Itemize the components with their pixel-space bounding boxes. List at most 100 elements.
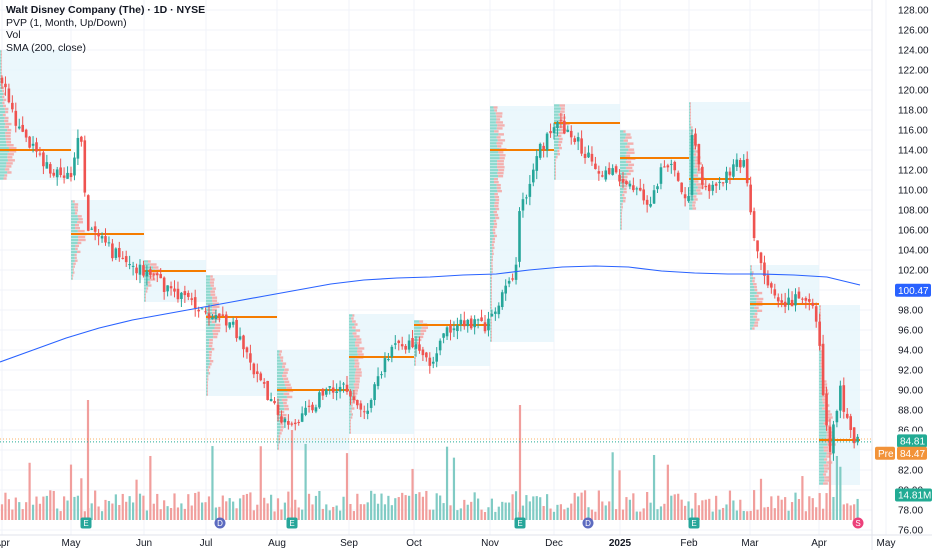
vp-bar-down	[692, 138, 695, 141]
candle-body	[697, 144, 701, 165]
volume-bar	[632, 493, 635, 520]
vp-bar-up	[750, 294, 755, 298]
vp-bar-down	[623, 196, 626, 200]
volume-bar	[421, 496, 424, 520]
vp-bar-down	[4, 119, 9, 123]
volume-bar	[42, 496, 45, 520]
vp-bar-down	[0, 53, 3, 56]
earnings-icon[interactable]	[286, 517, 298, 529]
candle-body	[569, 130, 573, 138]
vp-bar-up	[490, 175, 499, 178]
vp-bar-down	[357, 350, 363, 353]
candle-body	[676, 172, 680, 181]
candle-body	[345, 384, 349, 392]
vp-bar-down	[77, 241, 82, 245]
vp-bar-up	[206, 366, 209, 369]
volume-bar	[842, 504, 845, 520]
candle-body	[849, 416, 852, 430]
earnings-icon[interactable]	[80, 517, 92, 529]
vp-bar-up	[0, 144, 7, 147]
vp-bar-up	[819, 374, 822, 377]
candle-body	[618, 174, 621, 182]
dividend-icon[interactable]	[582, 517, 594, 529]
vp-bar-down	[689, 108, 691, 111]
indicator-pvp[interactable]: PVP (1, Month, Up/Down)	[6, 16, 127, 29]
vp-bar-down	[559, 119, 564, 122]
dividend-icon[interactable]	[214, 517, 226, 529]
candle-body	[594, 163, 597, 170]
sma-price-tag-bg	[895, 283, 931, 297]
y-tick-label: 94.00	[898, 346, 923, 357]
vp-bar-up	[750, 315, 754, 318]
vp-bar-down	[823, 449, 828, 452]
vp-bar-up	[277, 444, 279, 447]
volume-bar	[753, 490, 756, 520]
vp-bar-down	[74, 212, 78, 215]
vp-bar-down	[1, 59, 2, 62]
vp-bar-up	[490, 115, 497, 118]
candle-body	[28, 136, 31, 148]
vp-bar-up	[206, 302, 213, 305]
volume-bar	[815, 507, 818, 520]
vp-bar-down	[415, 360, 416, 363]
volume-bar	[197, 491, 200, 520]
vp-bar-down	[210, 275, 213, 278]
volume-bar	[242, 494, 245, 520]
vp-bar-down	[494, 222, 498, 226]
vp-bar-up	[819, 473, 823, 476]
candle-body	[649, 204, 652, 207]
vp-bar-up	[819, 380, 824, 383]
vp-bar-up	[819, 413, 827, 416]
vp-bar-up	[206, 363, 210, 366]
volume-bar	[270, 494, 273, 520]
indicator-vol[interactable]: Vol	[6, 29, 21, 41]
vp-bar-down	[824, 479, 830, 482]
vp-bar-up	[819, 479, 825, 482]
vp-bar-down	[621, 209, 623, 212]
candle-body	[549, 131, 552, 134]
vp-bar-down	[351, 317, 354, 320]
indicator-sma[interactable]: SMA (200, close)	[6, 41, 86, 54]
candle-body	[604, 170, 608, 180]
vp-bar-down	[74, 209, 78, 212]
vp-bar-up	[0, 77, 2, 80]
vp-bar-down	[621, 227, 622, 230]
candle-body	[473, 319, 476, 328]
vp-bar-up	[277, 435, 279, 438]
candle-body	[276, 404, 280, 415]
vp-bar-down	[145, 299, 146, 302]
vp-bar-up	[689, 201, 693, 204]
symbol-title[interactable]: Walt Disney Company (The) · 1D · NYSE	[6, 4, 206, 16]
vp-bar-down	[207, 387, 208, 390]
vp-bar-up	[0, 89, 3, 93]
candle-body	[352, 396, 356, 401]
vp-bar-down	[4, 174, 8, 177]
vp-bar-up	[819, 383, 825, 386]
vp-bar-down	[211, 320, 216, 324]
vp-bar-down	[490, 321, 492, 324]
vp-bar-up	[414, 354, 415, 357]
split-icon[interactable]	[852, 517, 864, 529]
vp-bar-down	[623, 199, 626, 203]
vp-bar-down	[554, 171, 556, 174]
vp-bar-up	[349, 323, 355, 326]
sma-200-line	[0, 265, 861, 363]
earnings-icon[interactable]	[688, 517, 700, 529]
candle-body	[38, 153, 42, 155]
candle-body	[494, 311, 497, 314]
vp-bar-up	[554, 140, 559, 144]
vp-bar-down	[558, 143, 561, 147]
candle-body	[852, 427, 856, 444]
vp-bar-down	[495, 216, 500, 220]
earnings-icon[interactable]	[514, 517, 526, 529]
vp-bar-up	[554, 134, 558, 138]
vp-bar-up	[490, 339, 492, 342]
candle-body	[314, 407, 318, 412]
vp-bar-down	[282, 374, 287, 377]
candle-body	[159, 274, 162, 279]
volume-bar	[459, 508, 462, 520]
vp-bar-up	[71, 265, 74, 268]
vp-bar-up	[0, 62, 2, 65]
volume-bar	[304, 443, 307, 520]
